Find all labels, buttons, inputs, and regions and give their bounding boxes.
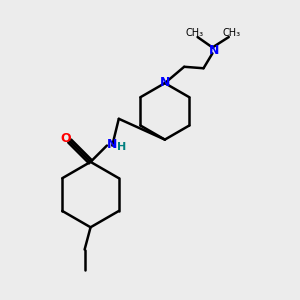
Text: N: N [209,44,219,57]
Text: CH₃: CH₃ [223,28,241,38]
Text: CH₃: CH₃ [185,28,204,38]
Text: H: H [117,142,126,152]
Text: N: N [107,138,117,151]
Text: N: N [160,76,171,89]
Text: O: O [61,132,71,145]
